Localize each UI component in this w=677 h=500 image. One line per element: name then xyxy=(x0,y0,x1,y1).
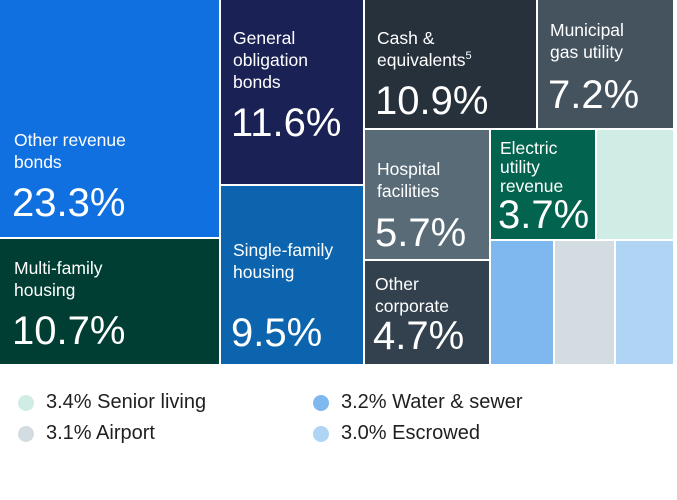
tile-value: 7.2% xyxy=(548,73,639,117)
tile-label: Hospital xyxy=(377,159,440,179)
tile-label: Other revenue xyxy=(14,130,126,150)
tile-label: Multi-family xyxy=(14,258,103,278)
treemap-rect xyxy=(538,0,673,128)
treemap-rect xyxy=(555,241,614,364)
treemap-tile xyxy=(555,241,614,364)
tile-label: housing xyxy=(14,280,75,300)
treemap-rect xyxy=(491,130,595,239)
treemap-rect xyxy=(221,186,363,364)
tile-value: 4.7% xyxy=(373,314,464,358)
treemap-rect xyxy=(221,0,363,184)
legend-swatch xyxy=(313,425,329,442)
legend-swatch xyxy=(18,394,34,411)
tile-value: 3.7% xyxy=(498,193,589,237)
tile-label: gas utility xyxy=(550,42,623,62)
tile-label: utility xyxy=(500,157,540,177)
treemap-rect xyxy=(0,239,219,364)
tile-value: 11.6% xyxy=(231,101,341,145)
tile-value: 5.7% xyxy=(375,211,466,255)
tile-label: equivalents5 xyxy=(377,50,472,70)
treemap-svg: Other revenuebonds23.3%Multi-familyhousi… xyxy=(0,0,673,364)
legend-item: 3.1% Airport xyxy=(18,422,155,445)
tile-label: bonds xyxy=(14,152,62,172)
legend-item: 3.4% Senior living xyxy=(18,391,206,414)
treemap-rect xyxy=(491,241,553,364)
tile-label: Other xyxy=(375,274,419,294)
legend-label: 3.2% Water & sewer xyxy=(341,391,523,413)
tile-label: Municipal xyxy=(550,20,624,40)
treemap-tile xyxy=(491,241,553,364)
tile-label: revenue xyxy=(500,176,563,196)
tile-label: Cash & xyxy=(377,28,435,48)
treemap-tile xyxy=(616,241,673,364)
legend-swatch xyxy=(313,394,329,411)
tile-label: obligation xyxy=(233,50,308,70)
legend: 3.4% Senior living 3.1% Airport 3.2% Water… xyxy=(0,388,677,458)
legend-label: 3.0% Escrowed xyxy=(341,422,480,444)
treemap-rect xyxy=(616,241,673,364)
treemap-rect xyxy=(365,130,489,259)
legend-label: 3.1% Airport xyxy=(46,422,155,444)
tile-value: 10.7% xyxy=(12,309,125,353)
tile-label: General xyxy=(233,28,295,48)
tile-label: corporate xyxy=(375,296,449,316)
legend-item: 3.0% Escrowed xyxy=(313,422,480,445)
treemap-rect xyxy=(365,261,489,364)
tile-label: Single-family xyxy=(233,240,333,260)
treemap-rect xyxy=(0,0,219,237)
legend-label: 3.4% Senior living xyxy=(46,391,207,413)
tile-value: 10.9% xyxy=(375,79,488,123)
tile-label: facilities xyxy=(377,181,439,201)
treemap-rect xyxy=(597,130,673,239)
treemap-tile: Cash &equivalents5 10.9% xyxy=(365,0,536,128)
tile-label: bonds xyxy=(233,72,281,92)
tile-label: Electric xyxy=(500,138,558,158)
tile-label: housing xyxy=(233,262,294,282)
treemap-rect xyxy=(365,0,536,128)
legend-swatch xyxy=(18,425,34,442)
tile-value: 9.5% xyxy=(231,311,322,355)
tile-value: 23.3% xyxy=(12,181,125,225)
treemap-tile xyxy=(597,130,673,239)
legend-item: 3.2% Water & sewer xyxy=(313,391,523,414)
